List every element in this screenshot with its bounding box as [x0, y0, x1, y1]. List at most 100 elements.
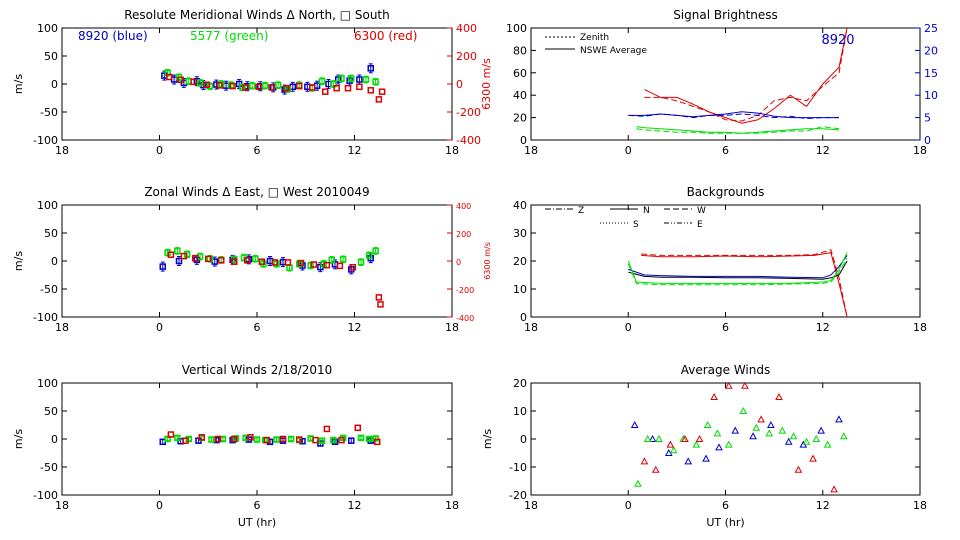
data-point [767, 420, 775, 428]
data-point [741, 381, 749, 389]
series-green [627, 257, 848, 286]
data-point [812, 434, 821, 442]
x-tick-label: 12 [348, 321, 362, 334]
data-point [296, 82, 303, 90]
panel-zonal: Zonal Winds Δ East, □ West 2010049 18 0 6 12… [12, 185, 492, 334]
data-point [757, 415, 766, 423]
x-tick-label: 12 [816, 321, 830, 334]
data-point [248, 82, 256, 89]
data-point [287, 435, 295, 443]
y-tick-label: -10 [509, 461, 527, 474]
data-point [695, 434, 704, 442]
data-point [318, 437, 326, 444]
data-point [164, 69, 171, 77]
data-point [297, 259, 305, 267]
legend-average: NSWE Average [580, 46, 647, 56]
y-tick-label: 20 [513, 112, 527, 125]
chart-title: Backgrounds [687, 185, 765, 199]
y-tick-label: 0 [520, 433, 527, 446]
data-point [739, 406, 748, 414]
y-tick-label: 20 [513, 255, 527, 268]
x-tick-label: 18 [445, 144, 459, 157]
data-point [715, 443, 723, 451]
data-point [669, 446, 678, 454]
data-point [794, 465, 803, 473]
data-point [367, 87, 374, 94]
data-point [242, 84, 249, 91]
chart-title: Vertical Winds 2/18/2010 [182, 363, 333, 377]
data-point [640, 457, 649, 465]
data-point [322, 88, 329, 95]
x-tick-label: 12 [816, 499, 830, 512]
data-point [365, 252, 373, 259]
data-point [190, 78, 197, 86]
data-point [177, 76, 184, 84]
legend-w: W [697, 206, 706, 216]
data-point [247, 434, 254, 441]
data-point [692, 440, 701, 448]
x-tick-label: 6 [722, 499, 729, 512]
y-tick-label: -50 [40, 283, 58, 296]
data-point [374, 438, 381, 446]
data-point [279, 435, 287, 443]
data-point [630, 420, 639, 428]
data-point [809, 454, 817, 462]
panel-vertical: Vertical Winds 2/18/2010 18 0 6 12 18 UT (hr) -… [12, 363, 459, 529]
data-point [375, 294, 383, 301]
data-point [344, 84, 352, 92]
y-tick-label: -50 [40, 461, 58, 474]
data-point [174, 247, 181, 255]
series-blue [630, 415, 843, 465]
data-point [357, 434, 365, 442]
data-point [309, 84, 316, 91]
data-point [817, 426, 825, 434]
y-tick-label: 0 [520, 311, 527, 324]
y2-tick-label: 10 [924, 89, 938, 102]
chart-title: Resolute Meridional Winds Δ North, □ Sou… [124, 8, 390, 22]
y-tick-label: 100 [37, 377, 58, 390]
data-point [356, 76, 363, 83]
data-point [175, 257, 183, 265]
data-point [244, 257, 251, 264]
data-point [296, 436, 303, 443]
x-tick-label: 18 [55, 144, 69, 157]
series-blue [628, 113, 839, 120]
data-point [372, 247, 379, 255]
x-tick-label: 18 [524, 144, 538, 157]
data-point [328, 256, 335, 264]
data-point [174, 434, 181, 442]
y-axis-label: m/s [12, 429, 25, 449]
data-point [378, 88, 386, 95]
x-tick-label: 18 [55, 321, 69, 334]
data-point [802, 437, 811, 445]
data-point [273, 260, 280, 268]
data-point [263, 436, 270, 444]
data-point [703, 420, 712, 428]
data-point [323, 261, 331, 269]
y-tick-label: 40 [513, 199, 527, 212]
panel-meridional: Resolute Meridional Winds Δ North, □ Sou… [12, 8, 493, 157]
y2-tick-label: 400 [456, 22, 477, 35]
y-tick-label: 60 [513, 67, 527, 80]
x-tick-label: 0 [156, 499, 163, 512]
legend-n: N [643, 206, 650, 216]
y2-tick-label: -200 [456, 286, 474, 295]
series-red [644, 27, 848, 124]
data-point [377, 301, 384, 308]
data-point [839, 432, 848, 440]
data-point [752, 423, 761, 431]
y-tick-label: 20 [513, 377, 527, 390]
legend-s: S [633, 220, 639, 230]
data-point [681, 434, 689, 442]
y-tick-label: 50 [44, 405, 58, 418]
y2-tick-label: 0 [456, 78, 463, 91]
y2-tick-label: 5 [924, 112, 931, 125]
data-point [218, 257, 225, 264]
x-tick-label: 18 [524, 499, 538, 512]
data-point [713, 429, 722, 437]
y2-axis-label: 6300 m/s [480, 58, 493, 110]
data-point [318, 77, 326, 85]
data-point [255, 83, 262, 91]
y-tick-label: -100 [33, 311, 58, 324]
